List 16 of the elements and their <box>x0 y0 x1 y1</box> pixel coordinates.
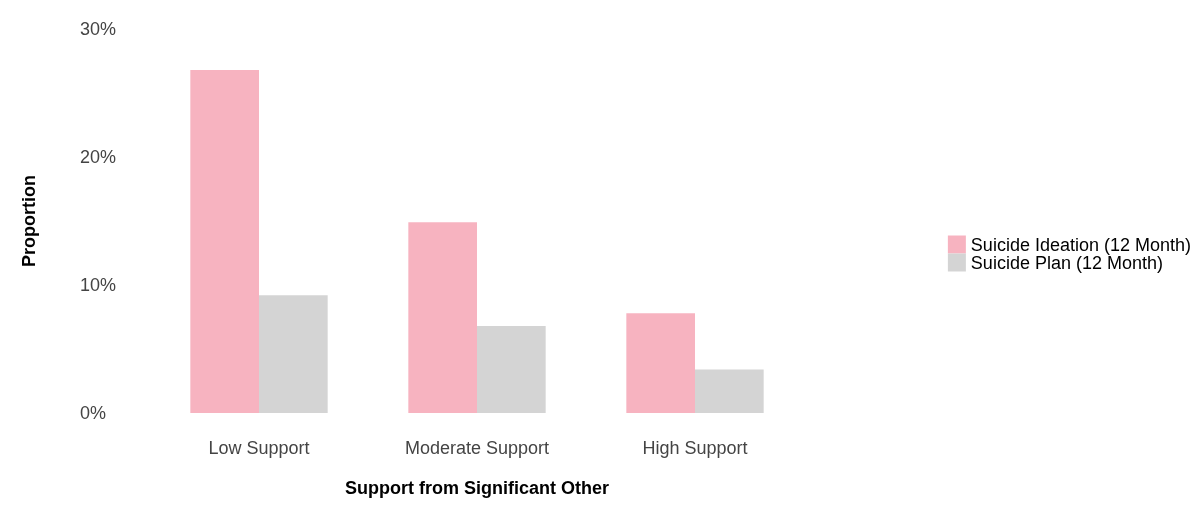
y-tick-label: 30% <box>80 19 117 39</box>
y-axis-title: Proportion <box>19 175 39 267</box>
y-tick-label: 0% <box>80 403 107 423</box>
y-tick-label: 20% <box>80 147 117 167</box>
bar <box>259 295 328 413</box>
bar <box>408 222 477 413</box>
x-tick-label: High Support <box>642 438 748 458</box>
bar <box>695 369 764 413</box>
bar <box>190 69 259 413</box>
bar <box>477 325 546 413</box>
legend-label: Suicide Ideation (12 Month) <box>970 234 1192 255</box>
y-tick-label: 10% <box>80 275 117 295</box>
bar <box>626 313 695 413</box>
x-tick-label: Moderate Support <box>404 438 550 458</box>
x-axis-title: Support from Significant Other <box>345 478 609 498</box>
x-tick-label: Low Support <box>208 438 310 458</box>
